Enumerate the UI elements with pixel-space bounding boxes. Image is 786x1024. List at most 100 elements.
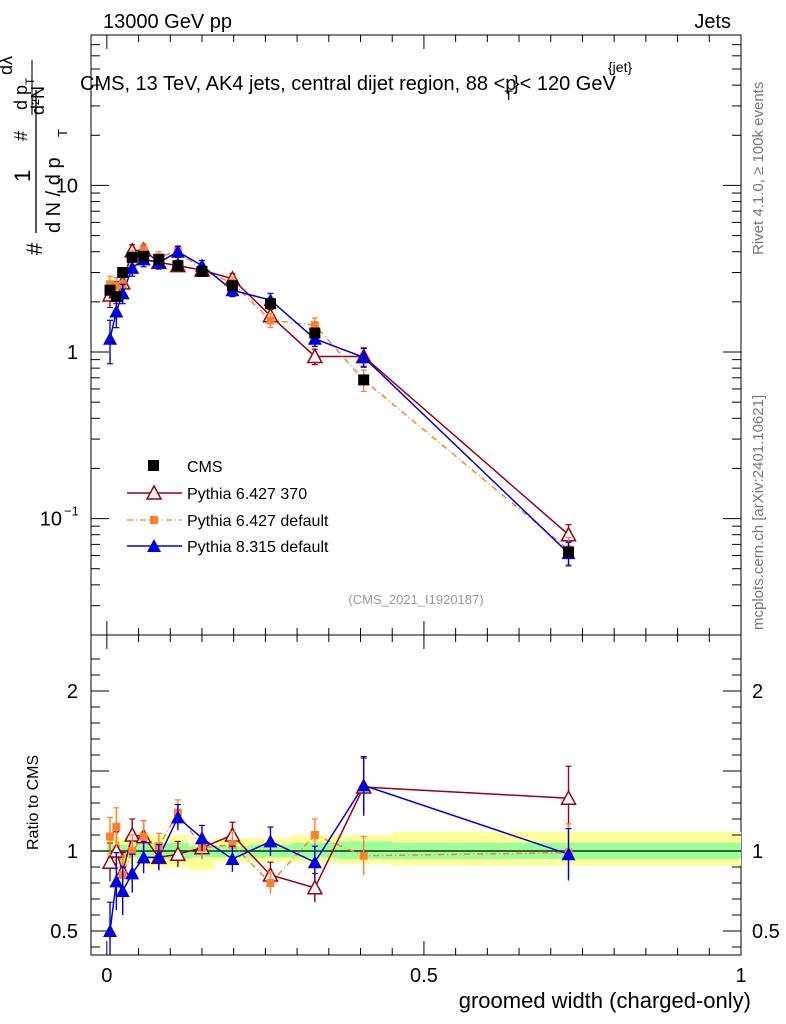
main-point-cms <box>309 327 321 339</box>
main-point-cms <box>172 260 184 272</box>
ratio-y-axis-label: Ratio to CMS <box>25 755 42 850</box>
y-label-hash-2: # <box>11 131 31 141</box>
ratio-point-pythia-8-315-default <box>307 855 322 869</box>
x-tick-label: 1 <box>735 965 746 987</box>
ratio-point-pythia-8-315-default <box>263 834 278 848</box>
legend-marker-p6-370 <box>145 484 163 500</box>
ratio-point-pythia-8-315-default <box>170 810 185 824</box>
main-point-pythia-6-427-370 <box>306 347 324 364</box>
ratio-band-green <box>338 841 393 859</box>
ratio-point-pythia-8-315-default <box>225 852 240 865</box>
main-point-cms <box>110 291 122 303</box>
y-label-dpt: d p <box>11 85 31 110</box>
ratio-plot-series <box>101 755 577 955</box>
ratio-y-tick-label-right: 1 <box>752 841 763 863</box>
legend-marker-cms <box>148 460 159 471</box>
main-point-cms <box>358 374 370 386</box>
ratio-point-pythia-8-315-default <box>356 778 371 792</box>
ratio-point-pythia-6-427-default <box>310 831 319 839</box>
ratio-point-pythia-6-427-default <box>106 832 115 841</box>
main-y-tick-label: 10 <box>56 175 78 197</box>
plot-title-sup: {jet} <box>608 59 632 75</box>
ratio-point-pythia-6-427-default <box>112 823 121 831</box>
legend-marker-p8-default <box>147 539 161 552</box>
rivet-version-label: Rivet 4.1.0, ≥ 100k events <box>750 82 767 255</box>
y-label-hash-1: # <box>22 242 47 255</box>
y-axis-label: # 1 d N / d p T d²N # d p T dλ <box>0 56 70 255</box>
ratio-point-pythia-6-427-default <box>139 832 148 841</box>
x-axis-label: groomed width (charged-only) <box>459 988 751 1013</box>
plot-title: CMS, 13 TeV, AK4 jets, central dijet reg… <box>80 73 616 103</box>
main-point-cms <box>153 253 165 265</box>
main-point-pythia-6-427-default <box>266 316 275 325</box>
energy-label: 13000 GeV pp <box>103 11 232 33</box>
main-point-pythia-6-427-default <box>112 281 121 290</box>
main-point-cms <box>138 250 150 262</box>
y-label-d2n: d²N <box>28 86 48 115</box>
x-tick-label: 0 <box>101 965 112 987</box>
process-label: Jets <box>694 11 731 33</box>
y-label-dpt-sub: T <box>23 77 37 85</box>
main-point-cms <box>563 546 575 558</box>
ratio-point-pythia-6-427-default <box>266 879 275 887</box>
plot-title-main: CMS, 13 TeV, AK4 jets, central dijet reg… <box>80 73 516 95</box>
main-point-cms <box>264 298 276 310</box>
main-y-tick-exponent: −1 <box>64 504 79 519</box>
legend-label-p8-default: Pythia 8.315 default <box>187 539 329 556</box>
ratio-y-tick-label: 0.5 <box>50 921 78 943</box>
main-point-cms <box>196 265 208 277</box>
x-tick-label: 0.5 <box>410 965 438 987</box>
y-label-one: 1 <box>10 170 35 182</box>
main-point-pythia-8-315-default <box>103 331 118 345</box>
main-point-cms <box>117 267 129 279</box>
legend-label-p6-370: Pythia 6.427 370 <box>187 486 307 503</box>
legend-marker-p6-default <box>150 516 158 524</box>
main-plot-series <box>101 241 577 567</box>
legend: CMS Pythia 6.427 370 Pythia 6.427 defaul… <box>127 459 329 556</box>
mcplots-source-label: mcplots.cern.ch [arXiv:2401.10621] <box>750 395 767 630</box>
ratio-y-tick-label-right: 0.5 <box>752 921 780 943</box>
ratio-point-pythia-6-427-370 <box>101 853 119 869</box>
main-point-cms <box>126 251 138 263</box>
main-point-cms <box>226 280 238 292</box>
main-point-pythia-8-315-default <box>125 260 140 274</box>
ratio-y-tick-label: 1 <box>67 841 78 863</box>
legend-label-p6-default: Pythia 6.427 default <box>187 513 329 530</box>
ratio-point-pythia-8-315-default <box>194 831 209 845</box>
ratio-point-pythia-8-315-default <box>103 924 118 937</box>
ratio-point-pythia-6-427-default <box>128 847 137 855</box>
ratio-y-tick-label-right: 2 <box>752 681 763 703</box>
legend-label-cms: CMS <box>187 459 223 476</box>
main-series-line <box>109 249 569 551</box>
y-label-denominator-sub: T <box>55 129 70 137</box>
plot-title-sub: T <box>504 87 513 103</box>
main-point-pythia-8-315-default <box>356 350 371 364</box>
ratio-plot-frame <box>90 634 742 956</box>
ratio-point-pythia-8-315-default <box>561 847 576 861</box>
ratio-point-pythia-8-315-default <box>125 866 140 880</box>
ratio-point-pythia-8-315-default <box>136 850 151 864</box>
ratio-point-pythia-6-427-default <box>359 851 368 860</box>
main-point-pythia-6-427-default <box>106 280 115 289</box>
ratio-point-pythia-6-427-370 <box>560 789 577 805</box>
ratio-point-pythia-6-427-370 <box>169 845 187 861</box>
main-point-pythia-6-427-default <box>310 321 319 330</box>
main-point-pythia-8-315-default <box>109 304 124 318</box>
main-y-tick-label: 10 <box>40 509 62 531</box>
y-label-dlambda: dλ <box>0 56 16 75</box>
main-point-pythia-8-315-default <box>170 244 185 258</box>
ratio-point-pythia-8-315-default <box>115 884 130 897</box>
main-point-pythia-6-427-default <box>139 245 148 254</box>
ratio-point-pythia-6-427-default <box>228 840 237 849</box>
main-point-cms <box>104 284 116 296</box>
plot-title-end: }< 120 GeV <box>513 73 617 95</box>
ratio-y-tick-label: 2 <box>67 681 78 703</box>
ratio-point-pythia-8-315-default <box>151 850 166 864</box>
ratio-point-pythia-8-315-default <box>109 874 124 888</box>
ratio-point-pythia-6-427-370 <box>306 879 324 895</box>
analysis-id-label: (CMS_2021_I1920187) <box>348 592 483 607</box>
main-y-tick-label: 1 <box>67 342 78 364</box>
main-series-line <box>109 250 570 554</box>
